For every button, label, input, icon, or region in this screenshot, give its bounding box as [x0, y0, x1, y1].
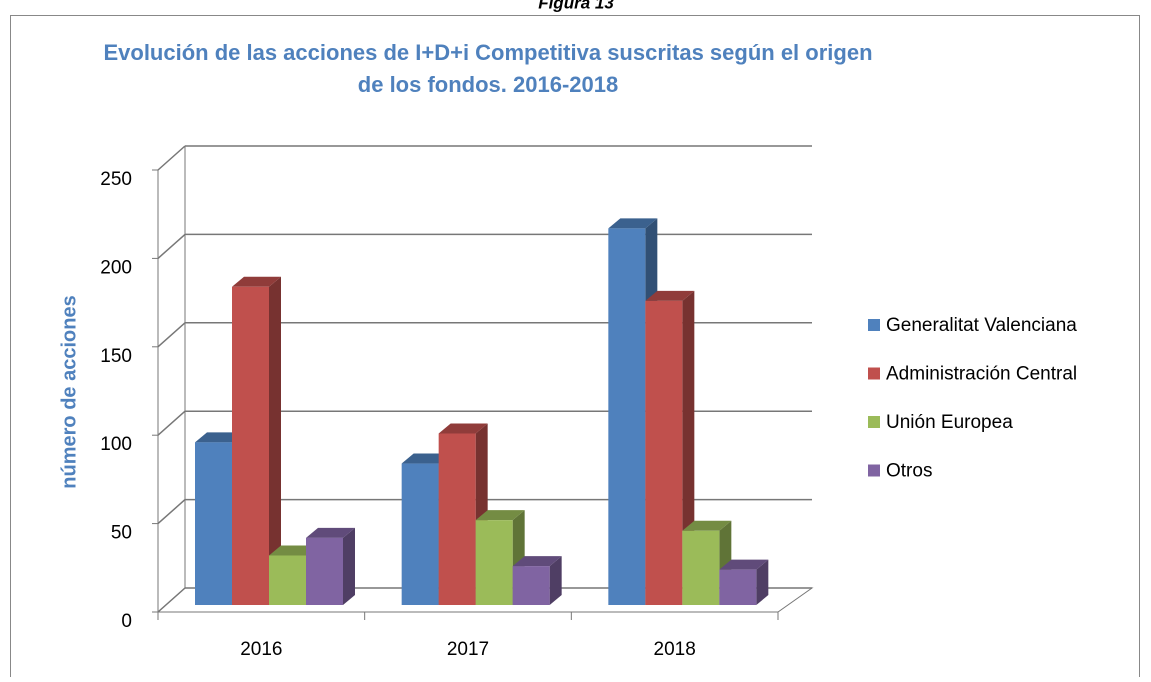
- bar-top: [306, 527, 355, 538]
- bar: [232, 276, 281, 605]
- legend-label: Administración Central: [886, 364, 1077, 385]
- bar: [645, 290, 695, 605]
- bar-front: [269, 555, 306, 605]
- legend-label: Otros: [886, 461, 932, 482]
- bar-top: [645, 290, 695, 301]
- bar-side: [756, 559, 769, 605]
- bar-side: [269, 276, 281, 605]
- bar-top: [438, 423, 488, 434]
- bar-front: [475, 520, 513, 605]
- bar-front: [195, 442, 232, 605]
- grid-line: [157, 410, 186, 436]
- y-axis-label: número de acciones: [58, 295, 80, 488]
- chart-title: Evolución de las acciones de I+D+i Compe…: [103, 40, 872, 97]
- bar: [475, 510, 525, 605]
- bar-side: [549, 556, 562, 605]
- bar: [306, 527, 355, 605]
- y-tick-label: 150: [100, 346, 132, 367]
- bar-top: [719, 559, 769, 570]
- bar-front: [512, 566, 550, 605]
- x-tick-label: 2016: [240, 639, 282, 660]
- bar-top: [232, 276, 281, 287]
- legend-swatch: [868, 464, 880, 477]
- bar: [719, 559, 769, 605]
- chart-border: [10, 15, 1140, 682]
- y-tick-label: 200: [100, 257, 132, 278]
- grid-line: [157, 233, 186, 259]
- caption: Figura 13: [538, 0, 614, 12]
- bar-top: [195, 432, 244, 443]
- bar-front: [232, 286, 269, 605]
- grid-line: [157, 145, 186, 171]
- grid-line: [157, 322, 186, 348]
- y-tick-label: 50: [111, 523, 132, 544]
- y-tick-label: 100: [100, 434, 132, 455]
- x-tick-label: 2018: [654, 639, 696, 660]
- legend-label: Unión Europea: [886, 412, 1013, 433]
- bar-top: [682, 520, 732, 531]
- bar: [682, 520, 732, 605]
- bar-top: [269, 545, 318, 556]
- bar: [512, 556, 562, 605]
- bar-front: [306, 537, 343, 605]
- bar-top: [475, 510, 525, 521]
- grid-line: [157, 499, 186, 525]
- bar-top: [512, 556, 562, 567]
- legend-swatch: [868, 367, 880, 380]
- bar-front: [682, 530, 720, 605]
- grid-line: [157, 587, 186, 613]
- bar-top: [608, 218, 658, 229]
- legend-swatch: [868, 416, 880, 428]
- bar-front: [645, 300, 683, 605]
- bar-front: [608, 228, 646, 605]
- y-tick-label: 250: [100, 169, 132, 190]
- bar-front: [438, 433, 476, 605]
- x-tick-label: 2017: [447, 639, 489, 660]
- bar-side: [343, 527, 355, 605]
- legend-label: Generalitat Valenciana: [886, 315, 1077, 336]
- bar-front: [401, 463, 439, 605]
- bar-front: [719, 569, 757, 605]
- bar-top: [401, 453, 451, 464]
- legend-swatch: [868, 319, 880, 331]
- y-tick-label: 0: [121, 611, 132, 632]
